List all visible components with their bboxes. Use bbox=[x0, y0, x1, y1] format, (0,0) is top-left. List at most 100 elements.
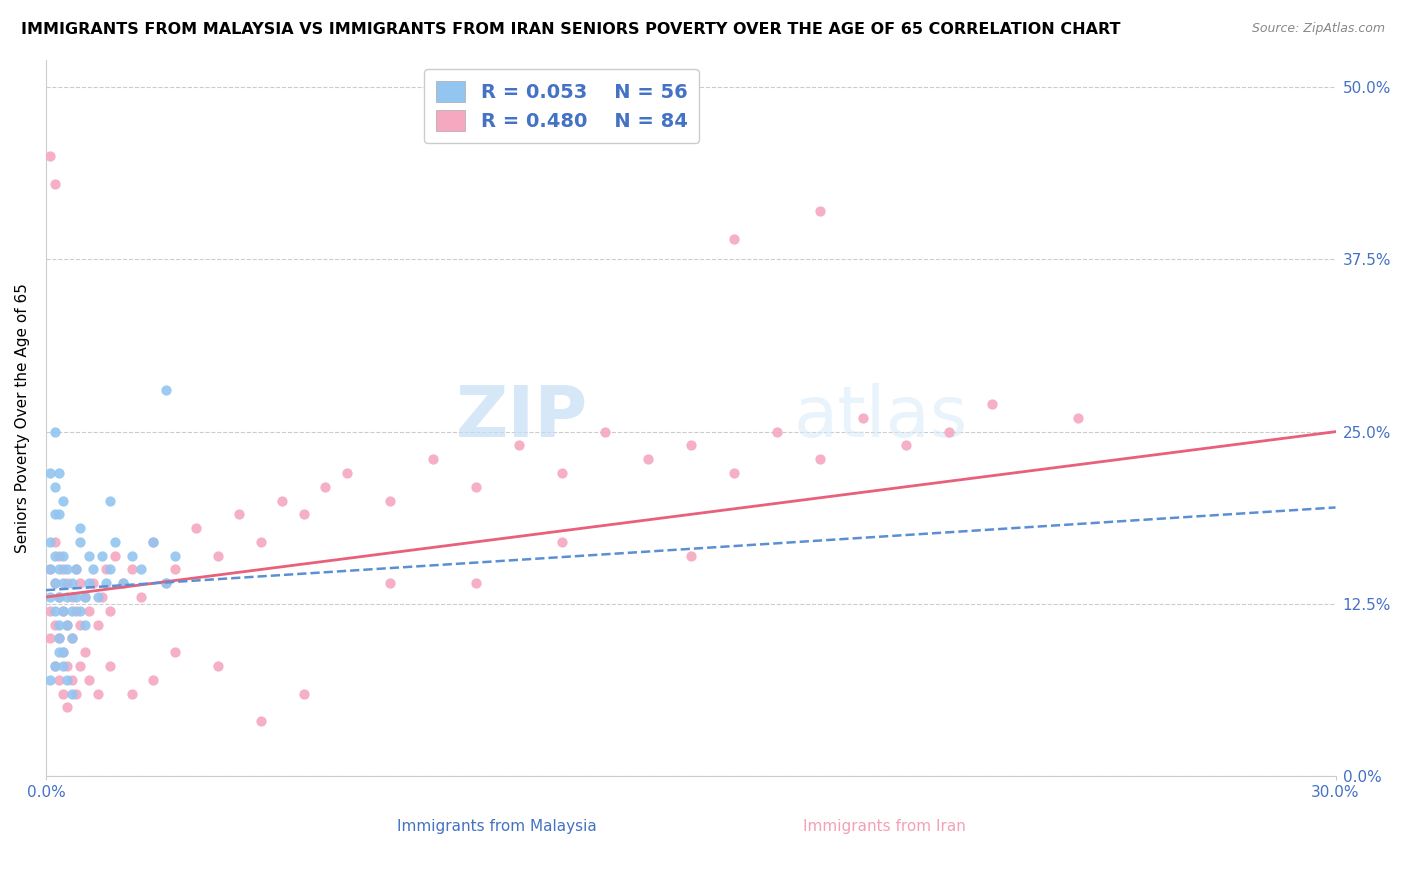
Point bbox=[637, 452, 659, 467]
Point bbox=[52, 645, 75, 659]
Point bbox=[292, 508, 315, 522]
Point bbox=[44, 604, 66, 618]
Point bbox=[73, 590, 96, 604]
Point bbox=[39, 604, 62, 618]
Point bbox=[155, 384, 177, 398]
Point bbox=[551, 466, 574, 480]
Point bbox=[121, 549, 143, 563]
Point bbox=[69, 659, 91, 673]
Point bbox=[186, 521, 208, 535]
Point bbox=[44, 576, 66, 591]
Point bbox=[39, 149, 62, 163]
Point bbox=[82, 562, 104, 576]
Point bbox=[69, 535, 91, 549]
Point bbox=[48, 673, 70, 687]
Point bbox=[90, 549, 112, 563]
Point bbox=[44, 535, 66, 549]
Point bbox=[90, 590, 112, 604]
Point bbox=[73, 590, 96, 604]
Point bbox=[56, 576, 79, 591]
Point bbox=[44, 549, 66, 563]
Point bbox=[551, 535, 574, 549]
Point bbox=[100, 562, 122, 576]
Point bbox=[86, 617, 108, 632]
Text: Source: ZipAtlas.com: Source: ZipAtlas.com bbox=[1251, 22, 1385, 36]
Text: atlas: atlas bbox=[794, 384, 969, 452]
Point bbox=[48, 617, 70, 632]
Point bbox=[163, 562, 186, 576]
Point bbox=[48, 549, 70, 563]
Point bbox=[86, 590, 108, 604]
Point bbox=[60, 632, 83, 646]
Point bbox=[52, 604, 75, 618]
Point bbox=[60, 576, 83, 591]
Point bbox=[765, 425, 787, 439]
Point bbox=[65, 604, 87, 618]
Point bbox=[142, 673, 165, 687]
Point bbox=[100, 659, 122, 673]
Point bbox=[60, 590, 83, 604]
Point bbox=[56, 673, 79, 687]
Point bbox=[39, 562, 62, 576]
Point bbox=[100, 493, 122, 508]
Point bbox=[44, 508, 66, 522]
Point bbox=[69, 576, 91, 591]
Point bbox=[48, 562, 70, 576]
Y-axis label: Seniors Poverty Over the Age of 65: Seniors Poverty Over the Age of 65 bbox=[15, 283, 30, 553]
Point bbox=[163, 549, 186, 563]
Point bbox=[250, 535, 273, 549]
Point bbox=[44, 576, 66, 591]
Point bbox=[129, 562, 152, 576]
Point bbox=[77, 673, 100, 687]
Point bbox=[82, 576, 104, 591]
Point bbox=[39, 673, 62, 687]
Point bbox=[39, 535, 62, 549]
Point bbox=[808, 452, 831, 467]
Point bbox=[44, 425, 66, 439]
Point bbox=[69, 521, 91, 535]
Point bbox=[142, 535, 165, 549]
Point bbox=[207, 659, 229, 673]
Point bbox=[679, 549, 702, 563]
Point bbox=[100, 604, 122, 618]
Point bbox=[593, 425, 616, 439]
Point bbox=[112, 576, 135, 591]
Point bbox=[56, 590, 79, 604]
Point bbox=[44, 177, 66, 191]
Point bbox=[48, 645, 70, 659]
Point bbox=[52, 686, 75, 700]
Point bbox=[48, 632, 70, 646]
Point bbox=[56, 617, 79, 632]
Point bbox=[980, 397, 1002, 411]
Point bbox=[73, 645, 96, 659]
Point bbox=[73, 617, 96, 632]
Text: ZIP: ZIP bbox=[456, 384, 588, 452]
Point bbox=[894, 438, 917, 452]
Point bbox=[155, 576, 177, 591]
Point bbox=[77, 604, 100, 618]
Point bbox=[464, 576, 486, 591]
Point bbox=[65, 590, 87, 604]
Point bbox=[52, 659, 75, 673]
Point bbox=[52, 604, 75, 618]
Point bbox=[44, 659, 66, 673]
Point bbox=[48, 590, 70, 604]
Point bbox=[336, 466, 359, 480]
Point bbox=[121, 562, 143, 576]
Point bbox=[60, 686, 83, 700]
Point bbox=[938, 425, 960, 439]
Point bbox=[679, 438, 702, 452]
Point bbox=[852, 410, 875, 425]
Point bbox=[142, 535, 165, 549]
Point bbox=[163, 645, 186, 659]
Point bbox=[723, 466, 745, 480]
Text: IMMIGRANTS FROM MALAYSIA VS IMMIGRANTS FROM IRAN SENIORS POVERTY OVER THE AGE OF: IMMIGRANTS FROM MALAYSIA VS IMMIGRANTS F… bbox=[21, 22, 1121, 37]
Point bbox=[129, 590, 152, 604]
Point bbox=[44, 659, 66, 673]
Point bbox=[48, 508, 70, 522]
Point bbox=[271, 493, 294, 508]
Point bbox=[808, 204, 831, 219]
Point bbox=[56, 562, 79, 576]
Point bbox=[48, 466, 70, 480]
Point bbox=[39, 590, 62, 604]
